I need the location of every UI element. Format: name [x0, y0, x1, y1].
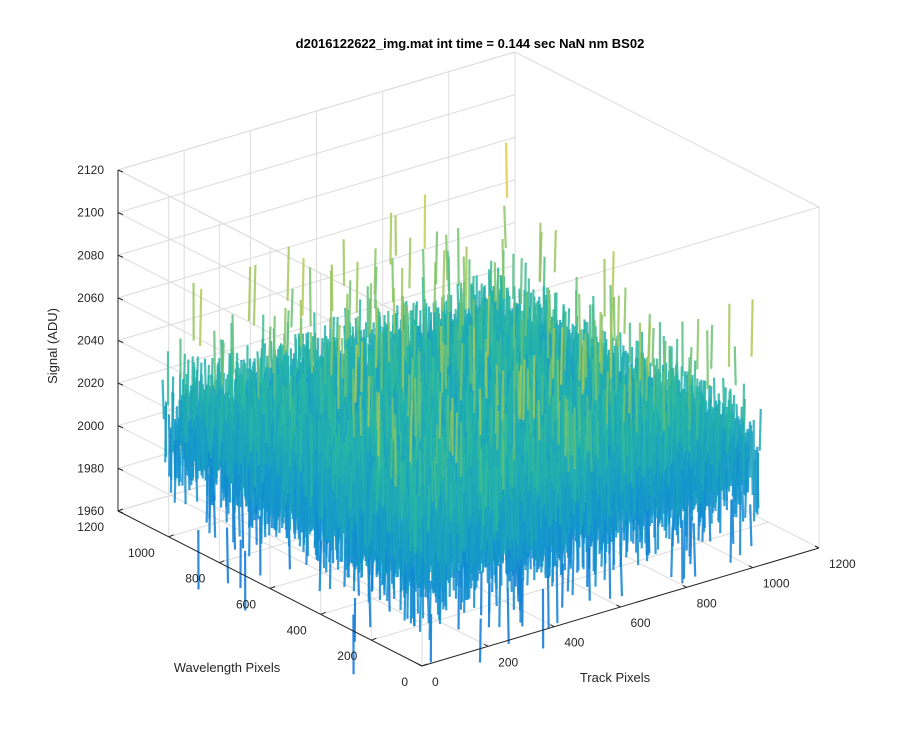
surface-spike: [563, 311, 567, 375]
surface-spike: [435, 308, 439, 353]
surface-spike: [164, 406, 168, 457]
surface-spike: [733, 346, 737, 386]
surface-spike: [227, 353, 231, 396]
surface-spike: [553, 230, 557, 273]
surface-spike: [616, 295, 620, 347]
surface-spike: [519, 258, 523, 305]
surface-spike: [524, 292, 528, 337]
surface-spike: [301, 258, 305, 316]
surface-spike: [445, 234, 449, 281]
surface-plot: [161, 142, 762, 675]
surface-spike: [206, 364, 211, 408]
surface-spike: [496, 271, 500, 310]
grid-line-y-floor: [371, 521, 769, 641]
surface-spike: [290, 288, 294, 328]
surface-spike: [663, 340, 667, 385]
surface-spike: [484, 304, 488, 344]
surface-spike: [252, 264, 257, 326]
surface-spike: [546, 314, 550, 359]
surface-spike: [458, 298, 462, 341]
surface-spike: [373, 248, 377, 295]
surface-spike: [750, 299, 754, 357]
surface-spike: [369, 283, 373, 334]
surface-spike: [505, 142, 509, 199]
surface-spike: [501, 238, 506, 299]
surface-spike: [286, 246, 290, 301]
surface-spike: [403, 302, 407, 362]
surface-spike: [756, 446, 760, 509]
surface-spike: [468, 324, 473, 386]
surface-spike: [355, 262, 359, 313]
surface-spike: [389, 212, 393, 265]
surface-spike: [345, 293, 349, 341]
surface-spike: [486, 295, 491, 357]
surface-spike: [422, 248, 426, 303]
surface-spike: [433, 261, 437, 313]
surface-spike: [308, 267, 312, 327]
surface-spike: [612, 296, 616, 341]
surface-spike: [447, 256, 451, 312]
surface-spike: [591, 304, 594, 345]
surface-spike: [408, 237, 412, 289]
surface-spike: [706, 330, 709, 390]
surface-spike: [441, 250, 446, 311]
surface-spike: [347, 280, 352, 338]
surface-spike: [535, 335, 539, 386]
surface-spike: [623, 287, 627, 334]
surface-spike: [247, 266, 252, 321]
surface-spike: [710, 324, 714, 369]
box-edge: [117, 51, 516, 171]
surface-spike: [461, 281, 466, 326]
surface-spike: [689, 347, 693, 386]
surface-spike: [696, 318, 700, 370]
surface-spike: [409, 310, 413, 352]
surface-spike: [758, 408, 762, 451]
surface-spike: [503, 357, 508, 404]
surface-spike: [749, 424, 753, 478]
surface-spike: [286, 310, 290, 352]
surface-spike: [600, 330, 605, 374]
surface-spike: [490, 304, 494, 346]
surface-spike: [240, 492, 245, 549]
surface-spike: [161, 379, 165, 420]
surface-spike: [538, 232, 543, 283]
box-edge: [514, 51, 820, 208]
surface-spike: [503, 205, 507, 249]
surface-spike: [750, 431, 754, 496]
surface-spike: [294, 334, 298, 378]
